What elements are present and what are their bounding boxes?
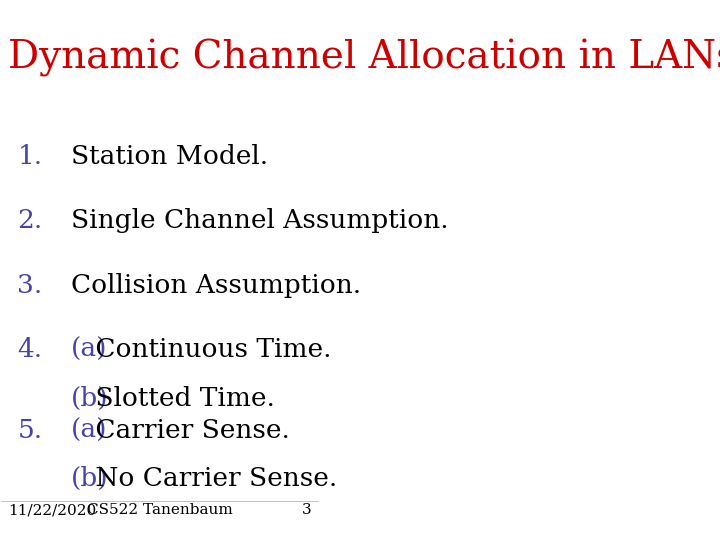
- Text: Station Model.: Station Model.: [71, 144, 268, 169]
- Text: 2.: 2.: [17, 208, 42, 233]
- Text: (a): (a): [71, 337, 107, 362]
- Text: 11/22/2020: 11/22/2020: [8, 503, 96, 517]
- Text: Continuous Time.: Continuous Time.: [88, 337, 332, 362]
- Text: Carrier Sense.: Carrier Sense.: [88, 418, 290, 443]
- Text: (b): (b): [71, 466, 109, 491]
- Text: Collision Assumption.: Collision Assumption.: [71, 273, 361, 298]
- Text: 1.: 1.: [17, 144, 42, 169]
- Text: (a): (a): [71, 418, 107, 443]
- Text: 3: 3: [302, 503, 312, 517]
- Text: (b): (b): [71, 386, 109, 410]
- Text: Slotted Time.: Slotted Time.: [88, 386, 275, 410]
- Text: No Carrier Sense.: No Carrier Sense.: [88, 466, 338, 491]
- Text: Single Channel Assumption.: Single Channel Assumption.: [71, 208, 449, 233]
- Text: 3.: 3.: [17, 273, 42, 298]
- Text: 4.: 4.: [17, 337, 42, 362]
- Text: Dynamic Channel Allocation in LANs and MANs: Dynamic Channel Allocation in LANs and M…: [8, 39, 720, 77]
- Text: CS522 Tanenbaum: CS522 Tanenbaum: [87, 503, 233, 517]
- Text: 5.: 5.: [17, 418, 42, 443]
